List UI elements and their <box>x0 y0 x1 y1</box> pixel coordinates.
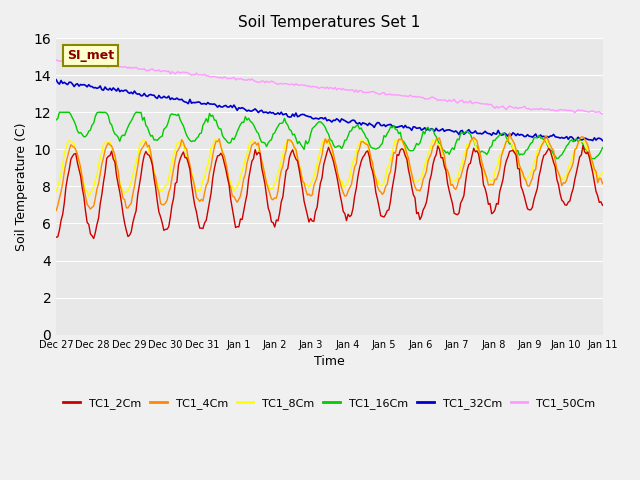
TC1_2Cm <box>579 143 587 148</box>
Title: Soil Temperatures Set 1: Soil Temperatures Set 1 <box>238 15 420 30</box>
TC1_16Cm <box>508 141 515 146</box>
TC1_50Cm <box>359 89 367 95</box>
TC1_2Cm <box>217 150 225 156</box>
TC1_32Cm <box>59 81 67 86</box>
TC1_2Cm <box>598 203 606 208</box>
TC1_8Cm <box>217 142 225 148</box>
TC1_4Cm <box>173 149 180 155</box>
TC1_8Cm <box>175 139 182 145</box>
TC1_8Cm <box>509 145 516 151</box>
X-axis label: Time: Time <box>314 355 345 368</box>
TC1_2Cm <box>90 236 97 241</box>
TC1_32Cm <box>359 120 367 126</box>
Y-axis label: Soil Temperature (C): Soil Temperature (C) <box>15 122 28 251</box>
TC1_16Cm <box>501 131 509 136</box>
TC1_50Cm <box>173 70 180 75</box>
TC1_32Cm <box>506 131 513 136</box>
TC1_2Cm <box>175 162 182 168</box>
TC1_16Cm <box>598 144 606 150</box>
TC1_4Cm <box>508 135 515 141</box>
TC1_50Cm <box>216 75 223 81</box>
TC1_2Cm <box>508 148 515 154</box>
TC1_50Cm <box>506 103 513 109</box>
TC1_50Cm <box>598 111 606 117</box>
Line: TC1_50Cm: TC1_50Cm <box>56 60 602 114</box>
TC1_4Cm <box>506 130 513 136</box>
TC1_2Cm <box>360 152 368 158</box>
TC1_4Cm <box>216 136 223 142</box>
TC1_50Cm <box>499 103 507 109</box>
TC1_32Cm <box>216 103 223 108</box>
TC1_4Cm <box>59 180 67 186</box>
TC1_16Cm <box>56 109 63 115</box>
TC1_16Cm <box>175 111 182 117</box>
TC1_2Cm <box>52 234 60 240</box>
TC1_16Cm <box>217 126 225 132</box>
TC1_4Cm <box>499 148 507 154</box>
TC1_16Cm <box>591 156 598 162</box>
TC1_4Cm <box>52 208 60 214</box>
Line: TC1_4Cm: TC1_4Cm <box>56 133 602 211</box>
Line: TC1_8Cm: TC1_8Cm <box>56 139 602 196</box>
TC1_8Cm <box>598 170 606 176</box>
TC1_8Cm <box>362 140 370 145</box>
TC1_16Cm <box>360 131 368 137</box>
TC1_32Cm <box>499 132 507 138</box>
Text: SI_met: SI_met <box>67 49 114 62</box>
TC1_32Cm <box>173 95 180 101</box>
TC1_50Cm <box>59 59 67 65</box>
TC1_50Cm <box>52 57 60 63</box>
Line: TC1_2Cm: TC1_2Cm <box>56 145 602 239</box>
TC1_16Cm <box>61 109 68 115</box>
TC1_32Cm <box>52 77 60 83</box>
TC1_32Cm <box>598 138 606 144</box>
TC1_32Cm <box>571 138 579 144</box>
TC1_16Cm <box>52 117 60 123</box>
TC1_8Cm <box>323 136 331 142</box>
Line: TC1_32Cm: TC1_32Cm <box>56 80 602 141</box>
TC1_8Cm <box>502 138 510 144</box>
Legend: TC1_2Cm, TC1_4Cm, TC1_8Cm, TC1_16Cm, TC1_32Cm, TC1_50Cm: TC1_2Cm, TC1_4Cm, TC1_8Cm, TC1_16Cm, TC1… <box>59 394 600 413</box>
TC1_8Cm <box>85 193 93 199</box>
Line: TC1_16Cm: TC1_16Cm <box>56 112 602 159</box>
TC1_4Cm <box>359 139 367 144</box>
TC1_8Cm <box>52 189 60 194</box>
TC1_8Cm <box>59 162 67 168</box>
TC1_2Cm <box>501 165 509 170</box>
TC1_4Cm <box>598 181 606 187</box>
TC1_2Cm <box>59 211 67 217</box>
